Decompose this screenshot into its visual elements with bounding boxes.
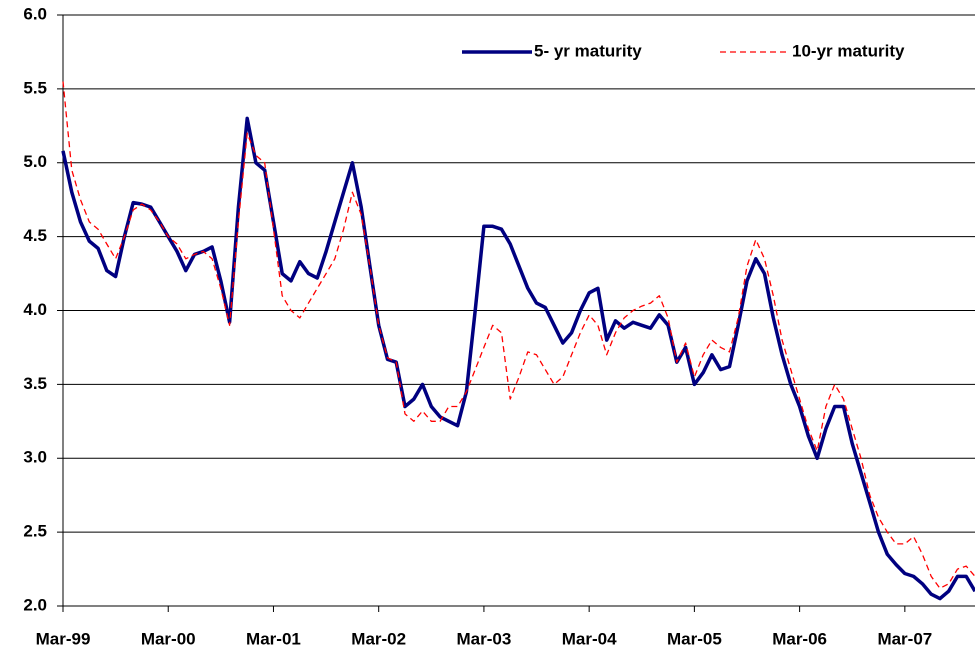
series-line — [62, 81, 975, 589]
x-tick-label: Mar-05 — [667, 629, 722, 648]
series-line — [61, 116, 975, 601]
y-tick-label: 5.0 — [23, 152, 47, 171]
y-tick-label: 3.0 — [23, 448, 47, 467]
y-tick-label: 5.5 — [23, 78, 47, 97]
x-tick-label: Mar-04 — [562, 629, 617, 648]
y-tick-label: 6.0 — [23, 4, 47, 23]
y-tick-label: 4.5 — [23, 226, 47, 245]
y-tick-label: 4.0 — [23, 300, 47, 319]
x-tick-label: Mar-00 — [141, 629, 196, 648]
y-tick-label: 3.5 — [23, 374, 47, 393]
legend-label: 10-yr maturity — [792, 41, 905, 60]
x-tick-label: Mar-99 — [36, 629, 91, 648]
x-tick-label: Mar-06 — [772, 629, 827, 648]
x-tick-label: Mar-01 — [246, 629, 301, 648]
legend-label: 5- yr maturity — [534, 41, 642, 60]
x-tick-label: Mar-02 — [351, 629, 406, 648]
x-tick-label: Mar-03 — [457, 629, 512, 648]
y-tick-label: 2.5 — [23, 522, 47, 541]
x-tick-label: Mar-07 — [877, 629, 932, 648]
y-tick-label: 2.0 — [23, 595, 47, 614]
